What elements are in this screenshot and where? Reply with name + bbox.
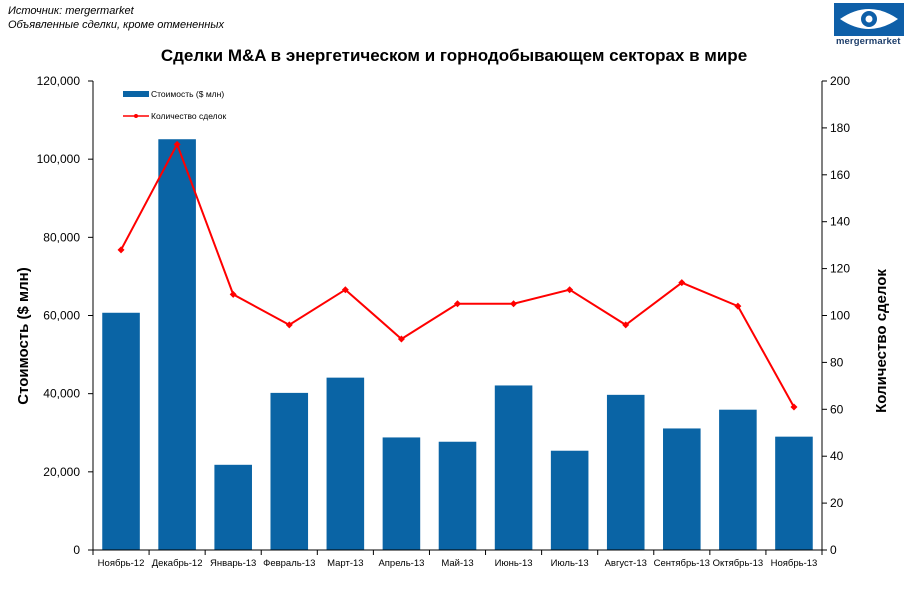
line-point	[397, 335, 405, 343]
x-tick-label: Ноябрь-13	[771, 558, 818, 569]
x-tick-label: Март-13	[327, 558, 363, 569]
x-tick-label: Ноябрь-12	[98, 558, 145, 569]
y2-tick-label: 0	[830, 543, 837, 557]
series-line	[120, 141, 795, 408]
bar-series	[102, 139, 813, 550]
y2-tick-label: 20	[830, 496, 844, 510]
y2-tick-label: 60	[830, 402, 844, 416]
bar	[326, 377, 365, 550]
logo-text: mergermarket	[836, 36, 901, 47]
source-line: Источник: mergermarket	[8, 5, 134, 17]
line-series	[117, 140, 798, 411]
y2-tick-label: 40	[830, 449, 844, 463]
x-tick-label: Апрель-13	[378, 558, 424, 569]
line-point	[622, 321, 630, 329]
x-tick-label: Декабрь-12	[152, 558, 203, 569]
y2-tick-label: 100	[830, 309, 850, 323]
legend-bar-label: Стоимость ($ млн)	[151, 89, 224, 99]
line-point	[678, 279, 686, 287]
line-point	[790, 403, 798, 411]
y2-tick-label: 160	[830, 168, 850, 182]
right-axis: 0 20 40 60 80 100 120 140 160 180 200	[821, 74, 850, 557]
source-description: Объявленные сделки, кроме отмененных	[8, 19, 224, 31]
line-point	[285, 321, 293, 329]
bar	[550, 450, 589, 550]
legend: Стоимость ($ млн) Количество сделок	[123, 89, 226, 121]
bar	[775, 436, 813, 550]
x-tick-label: Июль-13	[551, 558, 589, 569]
chart-title: Сделки M&A в энергетическом и горнодобыв…	[160, 46, 748, 65]
line-point	[566, 286, 574, 294]
bar	[719, 409, 757, 550]
line-point	[173, 140, 181, 148]
y-tick-label: 80,000	[43, 230, 80, 244]
y-tick-label: 40,000	[43, 387, 80, 401]
y2-tick-label: 180	[830, 121, 850, 135]
y-tick-label: 120,000	[37, 74, 81, 88]
line-point	[117, 246, 125, 254]
bar	[382, 437, 421, 550]
bar	[606, 394, 645, 550]
x-tick-label: Октябрь-13	[713, 558, 764, 569]
y-tick-label: 0	[73, 543, 80, 557]
x-tick-label: Январь-13	[210, 558, 256, 569]
source-note: Источник: mergermarket Объявленные сделк…	[8, 4, 224, 32]
eye-logo-icon	[834, 3, 904, 36]
line-point	[454, 300, 461, 308]
x-tick-label: Май-13	[441, 558, 473, 569]
x-tick-label: Август-13	[605, 558, 647, 569]
bar	[663, 428, 701, 550]
bar	[102, 312, 140, 550]
y2-tick-label: 200	[830, 74, 850, 88]
y2-tick-label: 120	[830, 262, 850, 276]
bar	[158, 139, 196, 550]
y2-tick-label: 80	[830, 355, 844, 369]
bar	[494, 385, 533, 550]
y2-tick-label: 140	[830, 215, 850, 229]
line-point	[229, 290, 237, 298]
y-tick-label: 60,000	[43, 309, 80, 323]
legend-bar-swatch	[123, 91, 149, 97]
x-tick-label: Сентябрь-13	[654, 558, 710, 569]
x-tick-label: Февраль-13	[263, 558, 315, 569]
legend-line-marker	[134, 114, 138, 118]
bar	[270, 392, 309, 550]
category-labels: Ноябрь-12 Декабрь-12 Январь-13 Февраль-13 Ма…	[92, 549, 823, 569]
y-tick-label: 20,000	[43, 465, 80, 479]
y2-axis-title: Количество сделок	[873, 269, 890, 413]
bar	[438, 441, 477, 550]
line-point	[341, 286, 349, 294]
line-point	[734, 302, 742, 310]
bar	[214, 464, 252, 550]
y-tick-label: 100,000	[37, 152, 81, 166]
line-point	[510, 300, 518, 308]
y-axis-title: Стоимость ($ млн)	[15, 267, 32, 405]
legend-line-label: Количество сделок	[151, 111, 226, 121]
left-axis: 0 20,000 40,000 60,000 80,000 100,000 120,000	[37, 74, 94, 557]
x-tick-label: Июнь-13	[495, 558, 533, 569]
